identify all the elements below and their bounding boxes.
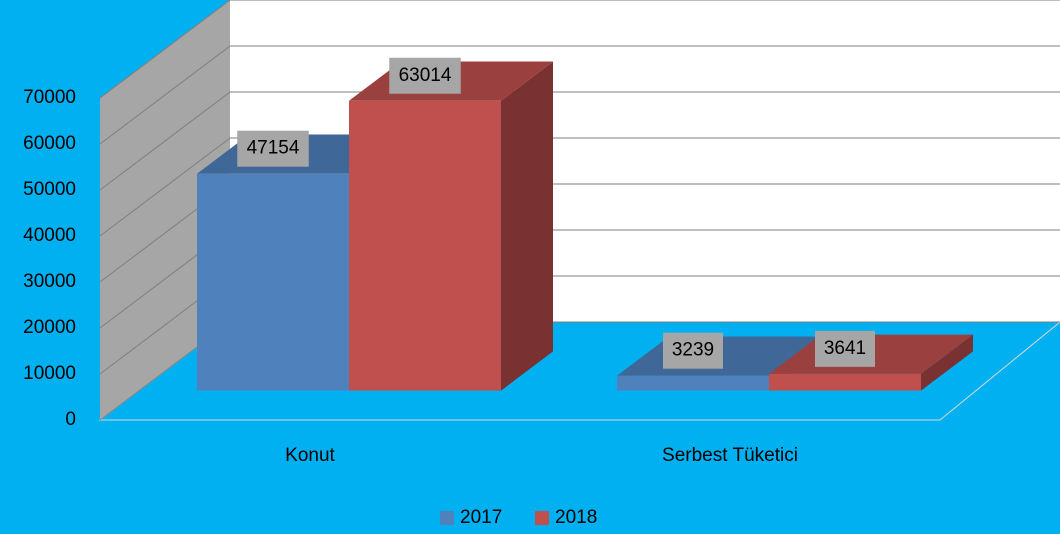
x-tick-label: Serbest Tüketici (662, 445, 798, 466)
bar (617, 375, 769, 391)
grid-line (99, 0, 231, 99)
legend-label: 2017 (460, 507, 502, 528)
value-label: 3239 (672, 340, 714, 361)
value-label: 3641 (824, 338, 866, 359)
bar-side (921, 334, 973, 391)
y-tick-label: 10000 (23, 363, 76, 384)
y-tick-label: 0 (65, 409, 76, 430)
value-label-box (663, 332, 723, 369)
grid-line (99, 45, 231, 145)
value-label: 47154 (247, 138, 300, 159)
legend-label: 2018 (555, 507, 597, 528)
legend-swatch (535, 511, 549, 525)
bar (197, 173, 349, 391)
grid-line (99, 137, 231, 237)
y-tick-label: 40000 (23, 225, 76, 246)
bar (349, 100, 501, 391)
y-tick-label: 20000 (23, 317, 76, 338)
bar (769, 373, 921, 391)
y-tick-label: 70000 (23, 87, 76, 108)
value-label-box (815, 330, 875, 367)
legend-swatch (440, 511, 454, 525)
grid-line (99, 91, 231, 191)
y-tick-label: 30000 (23, 271, 76, 292)
bar-side (501, 61, 553, 391)
value-label-box (389, 57, 461, 94)
x-tick-label: Konut (285, 445, 335, 466)
value-label: 63014 (399, 65, 452, 86)
value-label-box (237, 130, 309, 167)
y-tick-label: 60000 (23, 133, 76, 154)
y-tick-label: 50000 (23, 179, 76, 200)
